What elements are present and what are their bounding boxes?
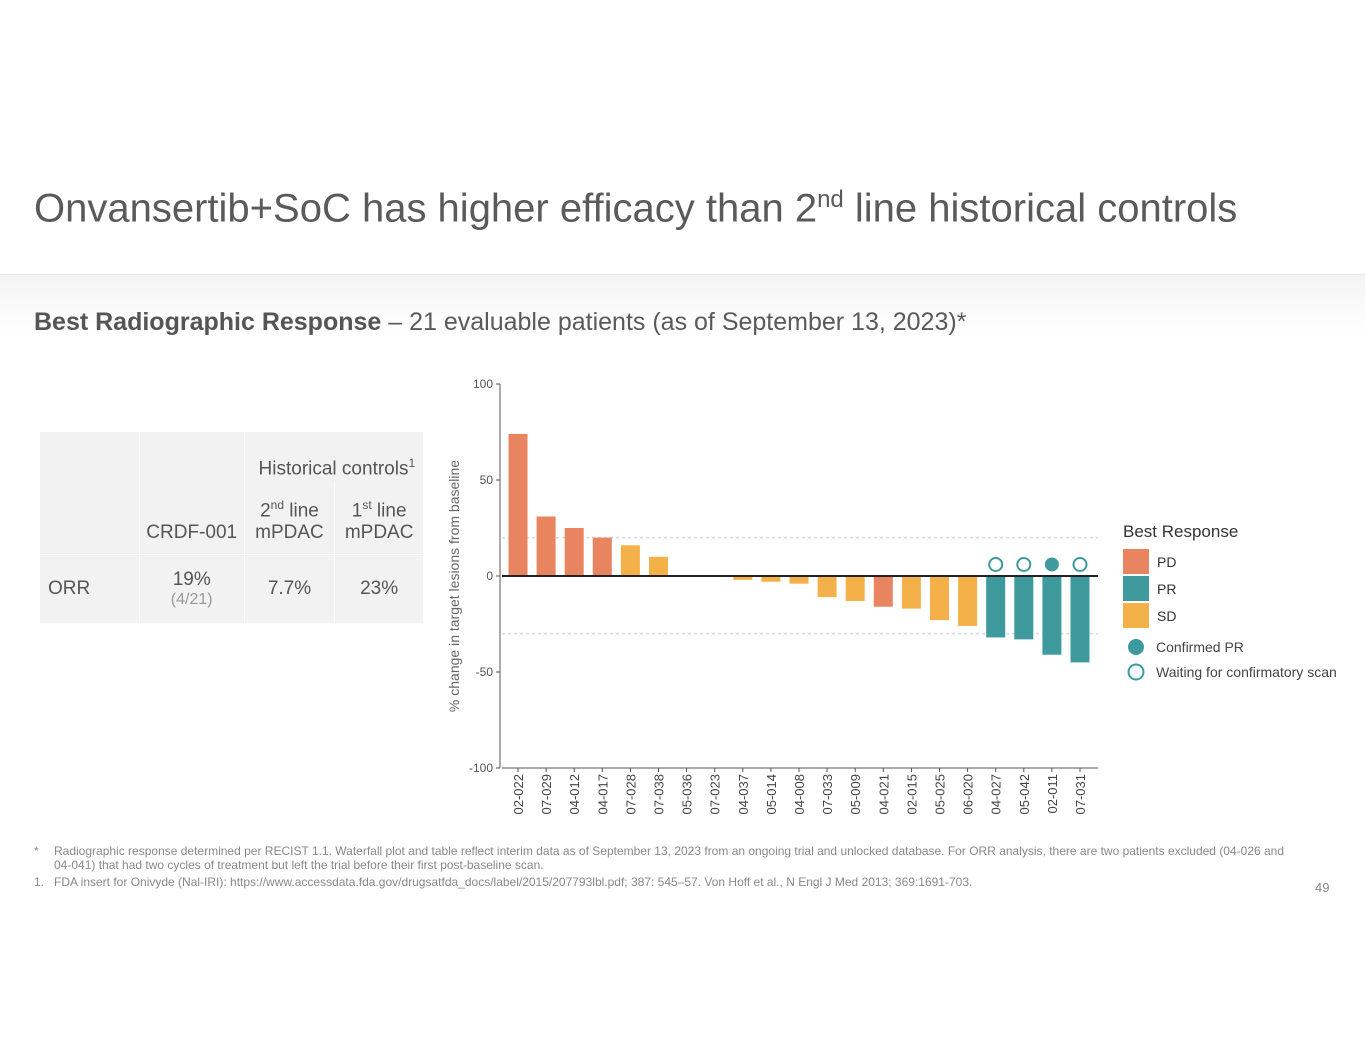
bar <box>845 576 865 601</box>
x-tick-label: 04-017 <box>595 774 610 814</box>
row-label: ORR <box>40 554 140 623</box>
waiting-marker <box>988 556 1004 572</box>
bar <box>592 537 612 576</box>
page-title: Onvansertib+SoC has higher efficacy than… <box>34 186 1238 231</box>
confirmed-marker <box>1044 557 1059 572</box>
orr-table: Historical controls1 CRDF-001 2nd line mP… <box>40 432 423 623</box>
legend-swatch-pd <box>1123 549 1149 574</box>
y-tick-label: 50 <box>480 473 494 487</box>
x-tick-label: 04-027 <box>989 774 1004 814</box>
footnote-1: * Radiographic response determined per RE… <box>34 844 1285 872</box>
bar <box>733 576 753 580</box>
header-fade <box>0 275 1365 335</box>
bar <box>1070 576 1090 663</box>
y-tick-label: -50 <box>476 665 494 679</box>
second-line-header: 2nd line mPDAC <box>243 482 335 555</box>
footnote-2: 1. FDA insert for Onivyde (Nal-IRI): http… <box>34 875 973 889</box>
x-tick-label: 05-014 <box>764 774 779 814</box>
x-tick-label: 02-015 <box>904 774 919 814</box>
title-band <box>0 0 1365 275</box>
x-tick-label: 05-009 <box>848 774 863 814</box>
second-line-cell: 7.7% <box>243 554 335 623</box>
bar <box>536 516 556 576</box>
bar <box>958 576 978 626</box>
crdf-cell: 19% (4/21) <box>138 554 245 623</box>
x-tick-label: 04-037 <box>736 774 751 814</box>
bar <box>761 576 781 582</box>
table-row: ORR 19% (4/21) 7.7% 23% <box>40 554 423 623</box>
bar <box>1014 576 1034 640</box>
crdf-header: CRDF-001 <box>138 482 245 555</box>
legend-waiting-label: Waiting for confirmatory scan <box>1156 664 1337 680</box>
x-tick-label: 06-020 <box>961 774 976 814</box>
legend-waiting-icon <box>1127 663 1145 681</box>
x-tick-label: 02-022 <box>511 774 526 814</box>
waterfall-chart: 100 50 0 -50 -100 % change in target lesions … <box>446 377 1337 814</box>
x-tick-label: 07-028 <box>623 774 638 814</box>
legend-confirmed-icon <box>1128 639 1144 655</box>
x-tick-label: 05-042 <box>1017 774 1032 814</box>
bar <box>986 576 1006 638</box>
x-tick-label: 07-029 <box>539 774 554 814</box>
bar <box>1042 576 1062 655</box>
waiting-marker <box>1072 556 1088 572</box>
x-tick-label: 04-021 <box>876 774 891 814</box>
y-tick-label: 100 <box>473 377 493 391</box>
x-tick-label: 07-038 <box>652 774 667 814</box>
x-tick-label: 07-033 <box>820 774 835 814</box>
legend-swatch-pr <box>1123 576 1149 601</box>
legend-label-pr: PR <box>1157 581 1176 597</box>
legend-swatch-sd <box>1123 603 1149 628</box>
bar <box>620 545 640 576</box>
x-tick-label: 05-025 <box>933 774 948 814</box>
x-tick-label: 05-036 <box>680 774 695 814</box>
bar <box>901 576 921 609</box>
table-header-row-2: CRDF-001 2nd line mPDAC 1st line mPDAC <box>40 482 423 555</box>
bar <box>508 433 528 576</box>
bar <box>817 576 837 598</box>
y-tick-label: -100 <box>469 761 493 775</box>
subtitle: Best Radiographic Response – 21 evaluabl… <box>34 308 966 337</box>
bar <box>564 528 584 576</box>
first-line-header: 1st line mPDAC <box>334 482 423 555</box>
title-superscript: nd <box>817 186 844 213</box>
legend-title: Best Response <box>1123 522 1238 541</box>
legend-label-pd: PD <box>1157 554 1176 570</box>
x-tick-label: 02-011 <box>1045 774 1060 814</box>
bar <box>649 556 668 576</box>
bar <box>873 576 893 607</box>
bar <box>789 576 809 584</box>
first-line-cell: 23% <box>334 554 423 623</box>
x-tick-label: 07-031 <box>1073 774 1088 814</box>
x-tick-label: 04-012 <box>567 774 582 814</box>
legend-label-sd: SD <box>1157 608 1176 624</box>
x-tick-label: 04-008 <box>792 774 807 814</box>
x-tick-label: 07-023 <box>708 774 723 814</box>
footnotes: * Radiographic response determined per RE… <box>34 844 1304 889</box>
subtitle-rest: – 21 evaluable patients (as of September… <box>381 308 967 336</box>
historical-controls-header: Historical controls1 <box>243 432 423 482</box>
legend-confirmed-label: Confirmed PR <box>1156 639 1244 655</box>
y-axis-label: % change in target lesions from baseline <box>446 460 462 712</box>
y-tick-label: 0 <box>486 569 493 583</box>
bar <box>930 576 949 621</box>
subtitle-bold: Best Radiographic Response <box>34 308 382 336</box>
waiting-marker <box>1016 556 1032 572</box>
page-number: 49 <box>1315 880 1330 895</box>
table-header-row-1: Historical controls1 <box>40 432 423 482</box>
